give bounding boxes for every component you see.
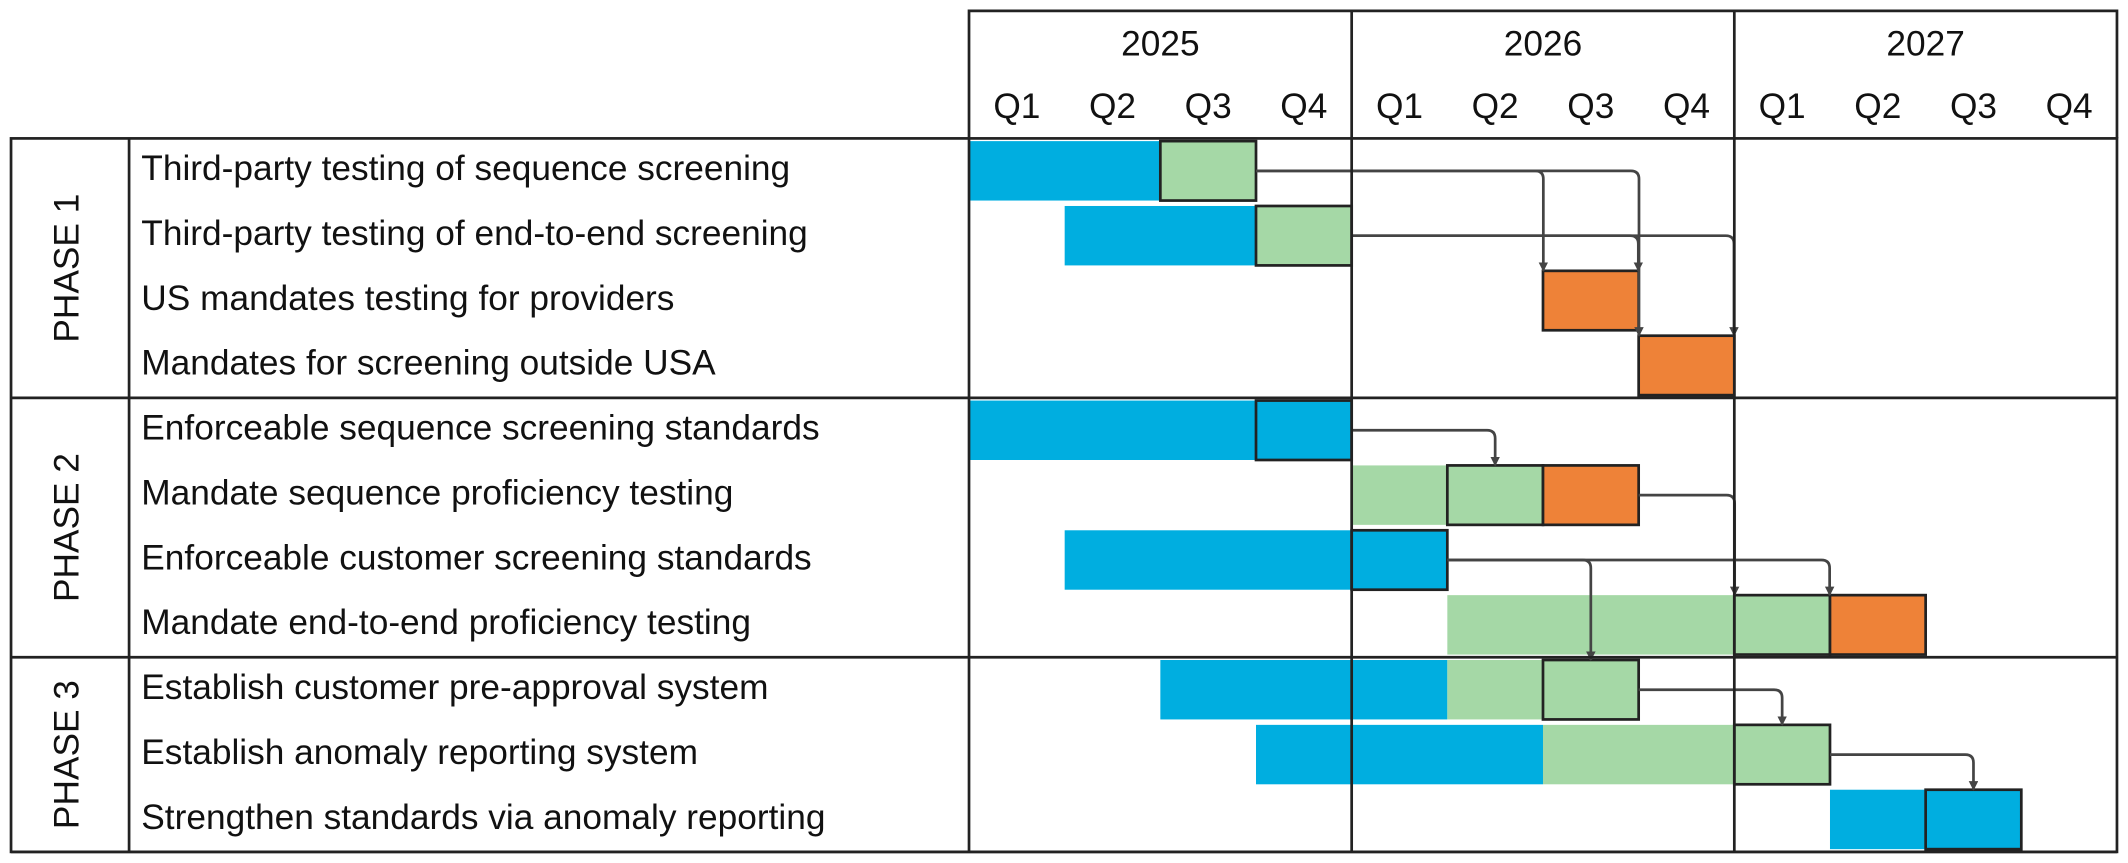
task-label: Mandate sequence proficiency testing	[141, 473, 733, 512]
bar-segment	[969, 400, 1257, 460]
phase-label: PHASE 3	[48, 680, 87, 829]
bar-segment	[1351, 465, 1448, 525]
frame	[9, 9, 2119, 854]
quarter-label: Q3	[1185, 87, 1232, 126]
task-label: Third-party testing of sequence screenin…	[141, 149, 790, 188]
bar-segment	[1829, 789, 1926, 850]
quarter-label: Q1	[993, 87, 1040, 126]
dependency-arrow	[1638, 688, 1787, 726]
bar-segment	[1256, 724, 1543, 785]
bar-segment	[1350, 528, 1449, 592]
task-label: US mandates testing for providers	[141, 279, 674, 318]
task-label: Enforceable sequence screening standards	[141, 409, 819, 448]
year-label: 2026	[1504, 24, 1582, 63]
dependency-arrow	[1638, 493, 1740, 597]
dependency-arrow	[1829, 753, 1979, 791]
year-label: 2027	[1886, 24, 1964, 63]
quarter-label: Q1	[1759, 87, 1806, 126]
phase-label: PHASE 2	[48, 453, 87, 602]
task-label: Third-party testing of end-to-end screen…	[141, 214, 807, 253]
bar-segment	[1828, 593, 1927, 656]
body-box	[9, 137, 2119, 854]
quarter-label: Q3	[1950, 87, 1997, 126]
task-label: Enforceable customer screening standards	[141, 538, 811, 577]
quarter-label: Q2	[1089, 87, 1136, 126]
task-label: Strengthen standards via anomaly reporti…	[141, 798, 825, 837]
header-box	[967, 9, 2119, 139]
bar-segment	[1064, 205, 1257, 266]
bar-segment	[1445, 464, 1545, 527]
task-label: Establish customer pre-approval system	[141, 668, 768, 707]
quarter-label: Q4	[2046, 87, 2093, 126]
bar-segment	[1541, 464, 1641, 527]
bar-segment	[1732, 593, 1832, 656]
bar-segment	[1254, 399, 1354, 462]
bar-segment	[1541, 269, 1641, 332]
bar-segment	[969, 141, 1161, 201]
labels: 2025 2026 2027 Q1 Q2 Q3 Q4 Q1 Q2 Q3 Q4 Q1 Q2 Q3 Q4 Thir…	[48, 24, 2093, 836]
links	[1256, 169, 1979, 791]
task-label: Establish anomaly reporting system	[141, 733, 698, 772]
bar-segment	[1254, 204, 1354, 267]
bar-segment	[1541, 658, 1641, 721]
quarter-label: Q2	[1854, 87, 1901, 126]
task-label: Mandate end-to-end proficiency testing	[141, 603, 751, 642]
bar-segment	[1924, 788, 2023, 851]
bar-segment	[1158, 139, 1258, 202]
bar-segment	[1637, 334, 1736, 397]
quarter-label: Q4	[1663, 87, 1710, 126]
quarter-label: Q3	[1567, 87, 1614, 126]
dependency-arrow	[1447, 558, 1835, 597]
dependency-arrow	[1351, 428, 1500, 467]
dependency-arrow	[1447, 558, 1596, 661]
bar-segment	[1160, 660, 1448, 720]
bar-segment	[1732, 723, 1832, 786]
year-label: 2025	[1121, 24, 1199, 63]
quarter-label: Q4	[1280, 87, 1327, 126]
quarter-label: Q1	[1376, 87, 1423, 126]
bar-segment	[1064, 530, 1352, 590]
dependency-arrow	[1256, 169, 1644, 337]
phase-label: PHASE 1	[48, 194, 87, 343]
task-label: Mandates for screening outside USA	[141, 344, 716, 383]
bar-segment	[1542, 724, 1735, 785]
quarter-label: Q2	[1472, 87, 1519, 126]
dependency-arrow	[1351, 234, 1644, 272]
bars	[969, 139, 2023, 851]
bar-segment	[1447, 660, 1543, 720]
